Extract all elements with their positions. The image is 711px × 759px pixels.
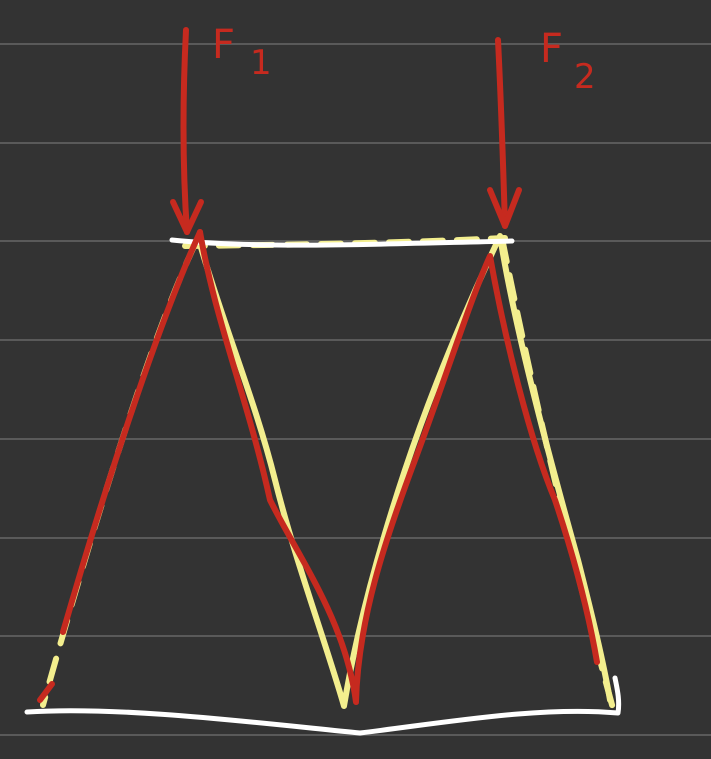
- top-chord: [169, 237, 515, 248]
- f1-label-index: 1: [250, 43, 272, 83]
- force-arrow-1-shaft: [180, 27, 190, 235]
- force-label-f1: F 1: [212, 22, 272, 83]
- force-label-f2: F 2: [540, 26, 596, 97]
- f2-label-letter: F: [540, 26, 563, 72]
- deformed-zigzag: [197, 233, 613, 709]
- force-arrow-1-head: [170, 199, 204, 235]
- original-frame: [24, 237, 622, 736]
- loaded-zigzag: [197, 229, 600, 705]
- f2-label-index: 2: [574, 57, 596, 97]
- loaded-left-diagonal: [60, 229, 203, 635]
- f1-label-letter: F: [212, 22, 235, 68]
- force-and-loaded-shape: [37, 27, 600, 705]
- bottom-chord: [24, 675, 622, 736]
- loaded-left-foot: [37, 681, 55, 703]
- force-arrow-2-head: [487, 187, 522, 229]
- force-arrow-2-shaft: [495, 37, 508, 229]
